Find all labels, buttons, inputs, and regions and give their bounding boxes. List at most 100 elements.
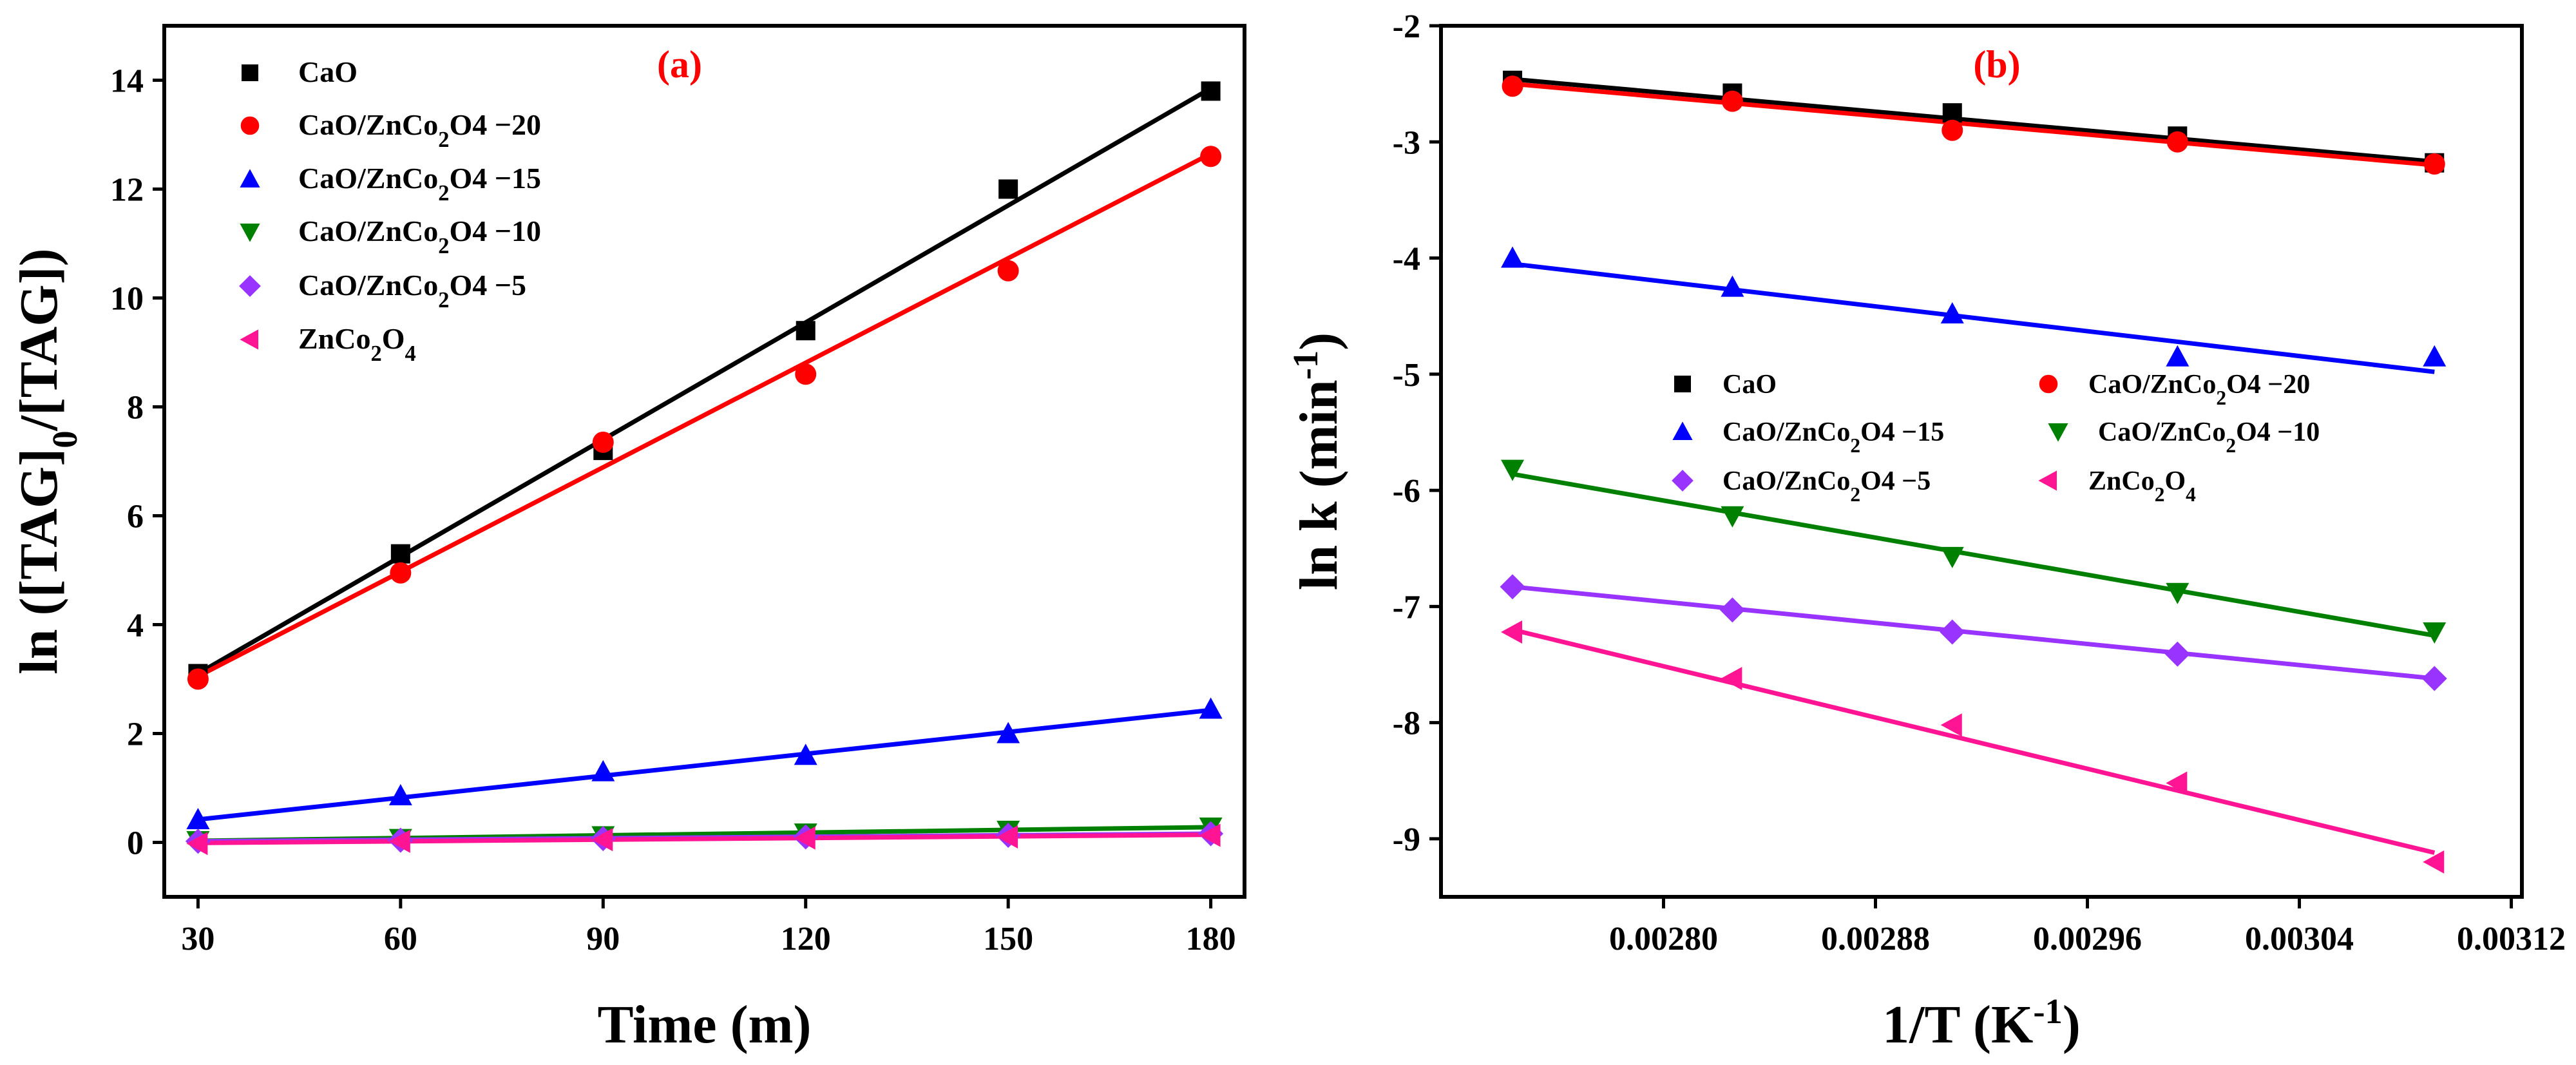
data-point — [388, 829, 410, 853]
data-point — [2166, 345, 2190, 367]
fit-line — [1512, 262, 2435, 374]
data-point — [1940, 546, 1964, 568]
legend: CaO CaO/ZnCo2O4 −20 CaO/ZnCo2O4 −15 CaO/ZnC… — [239, 55, 541, 366]
y-tick-label: 0 — [127, 825, 144, 862]
panel-b: 0.00280 0.00288 0.00296 0.00304 0.00312 -2 -3 -… — [1286, 8, 2566, 1055]
x-tick-label: 60 — [384, 921, 417, 957]
data-point — [998, 179, 1018, 199]
x-tick-label: 0.00312 — [2457, 921, 2566, 957]
legend-marker — [1672, 421, 1693, 440]
y-tick-label: 10 — [110, 281, 144, 318]
legend-marker — [1672, 470, 1693, 492]
data-point — [1500, 574, 1525, 600]
legend-label: CaO/ZnCo2O4 −15 — [298, 162, 541, 206]
y-tick-label: -7 — [1393, 589, 1420, 626]
data-point — [187, 668, 209, 690]
legend-label: ZnCo2O4 — [298, 322, 416, 366]
data-point — [592, 431, 614, 453]
data-point — [2166, 771, 2188, 795]
data-point — [2423, 850, 2445, 874]
data-point — [390, 544, 410, 564]
data-point — [186, 808, 210, 830]
y-axis-label: ln k (min-1) — [1286, 332, 1350, 590]
legend-label: CaO/ZnCo2O4 −5 — [298, 269, 526, 312]
data-point — [1940, 619, 1965, 645]
plot-frame — [162, 24, 1246, 899]
y-axis-label: ln ([TAG]0/[TAG]) — [9, 248, 84, 674]
legend-label: CaO/ZnCo2O4 −5 — [1722, 466, 1931, 506]
legend-marker — [2038, 470, 2057, 491]
data-point — [591, 828, 613, 852]
data-point — [1719, 597, 1745, 623]
data-point — [1942, 119, 1963, 141]
data-point — [1721, 275, 1744, 297]
y-tick-label: 12 — [110, 172, 144, 209]
data-point — [2423, 345, 2447, 367]
y-tick-label: 4 — [127, 608, 144, 644]
data-point — [1502, 75, 1523, 97]
x-tick-label: 120 — [781, 921, 831, 957]
data-point — [390, 562, 412, 584]
x-tick-label: 0.00304 — [2245, 921, 2354, 957]
y-tick-label: -6 — [1393, 473, 1420, 510]
fit-line — [1512, 627, 2436, 855]
legend-label: CaO/ZnCo2O4 −20 — [298, 108, 541, 152]
data-point — [794, 744, 817, 765]
data-point — [1721, 667, 1742, 691]
fit-line — [1512, 81, 2435, 168]
data-point — [997, 825, 1018, 849]
y-tick-label: 6 — [127, 499, 144, 535]
fit-line — [196, 151, 1212, 678]
y-tick-label: 8 — [127, 390, 144, 427]
data-point — [1501, 620, 1523, 644]
data-point — [1721, 506, 1744, 528]
legend-marker — [242, 64, 258, 81]
legend-marker — [240, 329, 258, 350]
data-point — [2421, 666, 2447, 691]
fit-line — [1512, 584, 2435, 681]
legend-label: CaO — [298, 55, 358, 88]
data-point — [591, 760, 615, 782]
data-point — [1199, 697, 1223, 719]
data-point — [2164, 641, 2190, 667]
plot-frame — [1439, 24, 2524, 899]
data-point — [186, 832, 208, 856]
legend: CaO CaO/ZnCo2O4 −20 CaO/ZnCo2O4 −15 CaO/ZnC… — [1672, 370, 2320, 506]
y-tick-label: -9 — [1393, 821, 1420, 858]
data-point — [796, 321, 816, 341]
legend-label: ZnCo2O4 — [2088, 466, 2196, 506]
data-point — [388, 783, 412, 805]
data-point — [794, 826, 816, 850]
data-point — [1940, 713, 1962, 737]
fit-line — [1512, 472, 2435, 638]
data-point — [2423, 622, 2447, 644]
legend-marker — [240, 224, 260, 242]
legend-label: CaO/ZnCo2O4 −10 — [2098, 417, 2320, 457]
legend-label: CaO/ZnCo2O4 −15 — [1722, 417, 1944, 457]
data-point — [2166, 582, 2190, 604]
x-tick-label: 180 — [1186, 921, 1236, 957]
data-point — [1199, 823, 1221, 847]
x-axis-label: Time (m) — [597, 995, 811, 1055]
y-tick-label: -3 — [1393, 124, 1420, 161]
panel-a: 30 60 90 120 150 180 0 2 4 6 8 10 12 14 (a) Time (m) ln … — [9, 24, 1246, 1055]
data-point — [1721, 90, 1743, 112]
fit-line — [1512, 77, 2435, 164]
legend-marker — [1674, 376, 1691, 392]
y-tick-label: 2 — [127, 716, 144, 753]
legend-marker — [239, 275, 261, 297]
y-tick-label: -2 — [1393, 8, 1420, 45]
x-tick-label: 150 — [983, 921, 1033, 957]
data-point — [1501, 246, 1525, 268]
legend-marker — [2048, 423, 2068, 442]
data-point — [2166, 131, 2188, 153]
panel-label: (a) — [657, 43, 702, 86]
data-point — [1942, 103, 1962, 123]
legend-label: CaO/ZnCo2O4 −20 — [2088, 370, 2310, 409]
fit-line — [198, 832, 1211, 845]
x-tick-label: 0.00280 — [1609, 921, 1718, 957]
data-point — [2423, 153, 2445, 175]
x-tick-label: 0.00288 — [1821, 921, 1930, 957]
x-tick-label: 0.00296 — [2033, 921, 2142, 957]
